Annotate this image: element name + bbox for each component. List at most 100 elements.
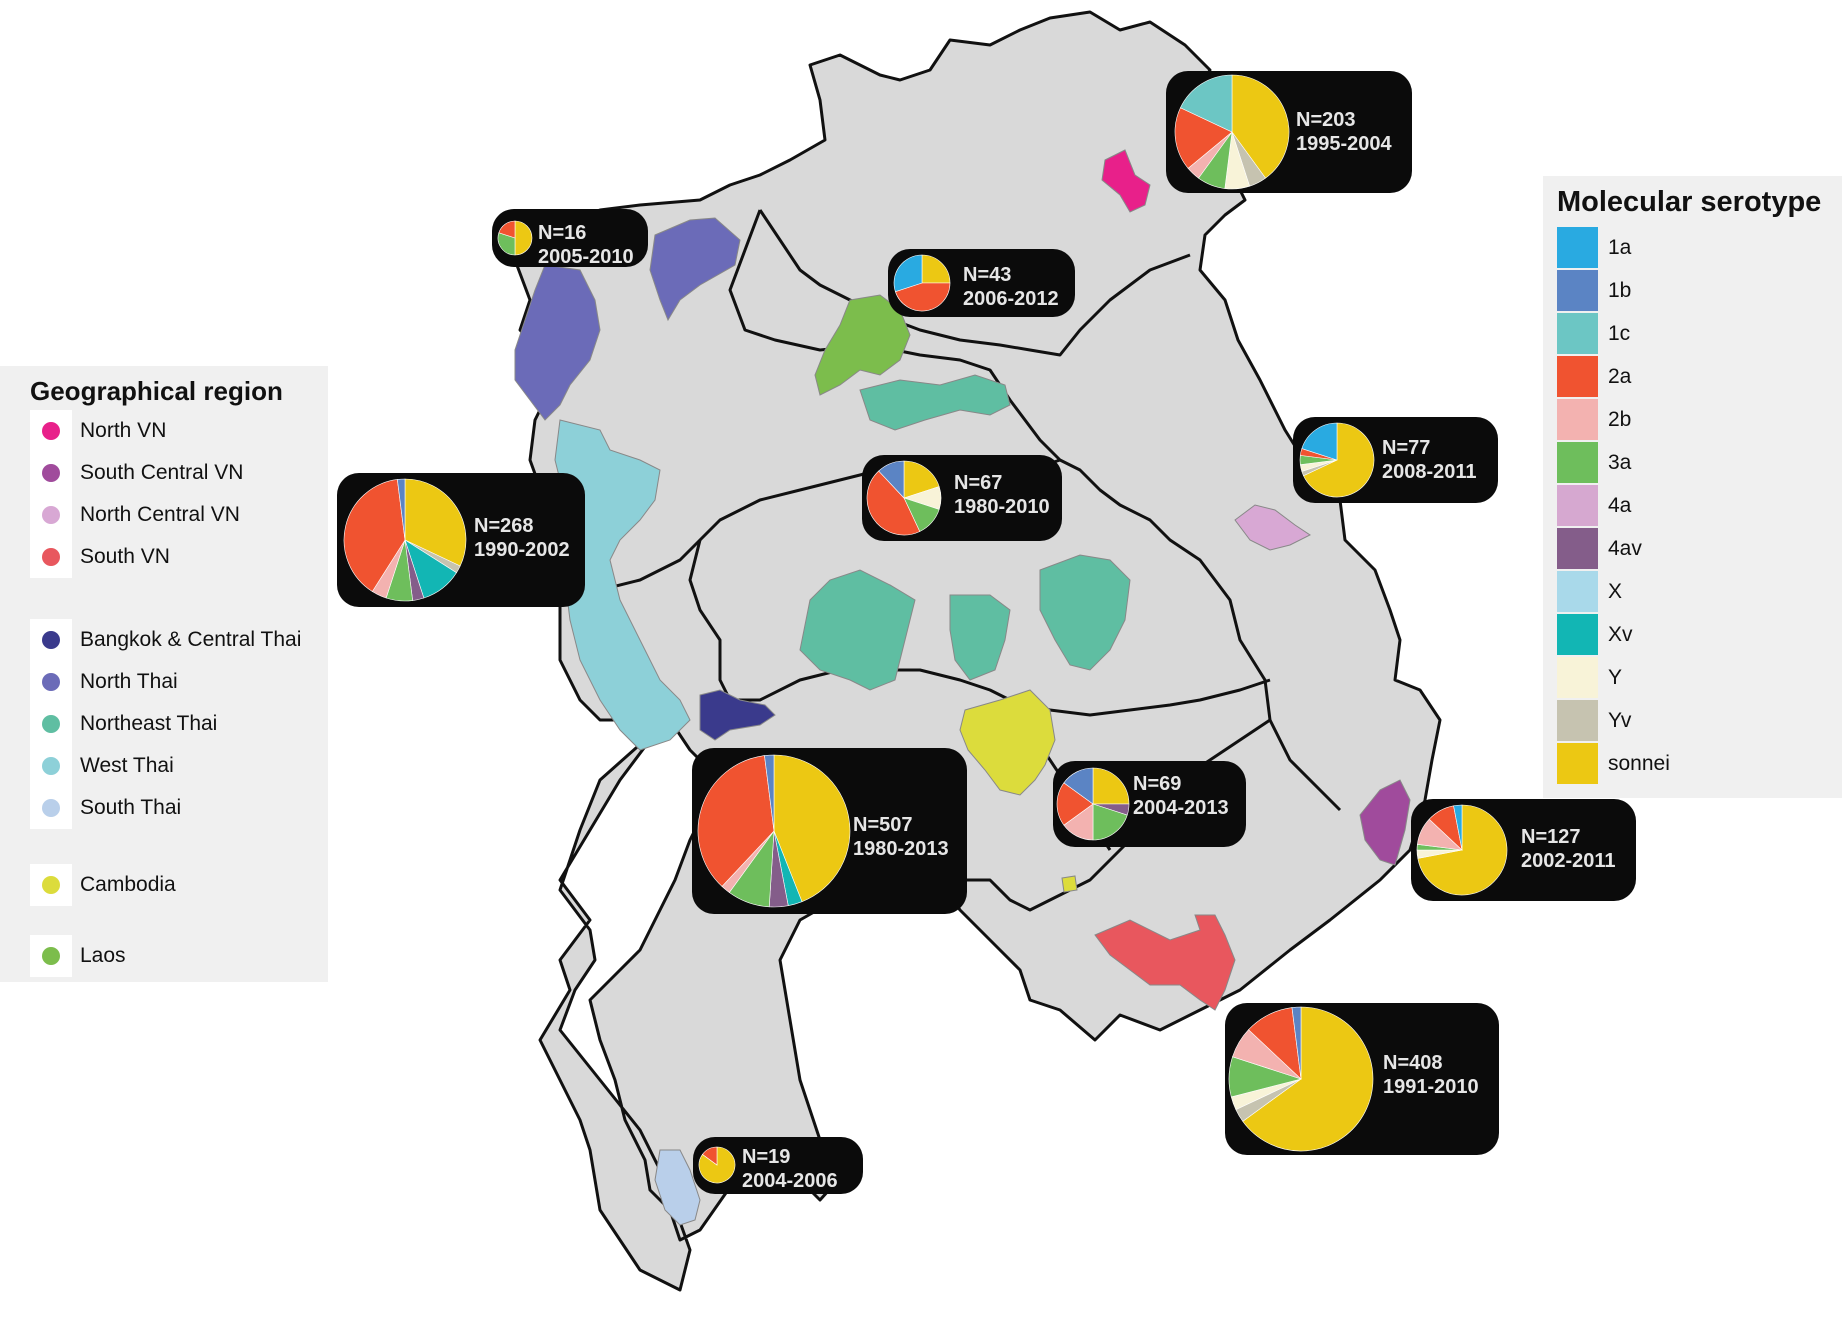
pie-slice-1c [1180, 74, 1233, 133]
serotype-pie [1299, 422, 1375, 498]
serotype-pie [343, 478, 467, 602]
site-box: N=268 1990-2002 [337, 473, 585, 607]
serotype-legend-item: sonnei [1557, 742, 1670, 785]
geo-legend-item: Northeast Thai [30, 703, 320, 745]
pie-slice-sonnei [903, 460, 940, 499]
serotype-legend-item: Yv [1557, 699, 1631, 742]
pie-slice-1a [893, 254, 923, 293]
serotype-legend-item: 3a [1557, 441, 1631, 484]
north-central-vn-dot [42, 506, 60, 524]
serotype-legend-item: Y [1557, 656, 1622, 699]
serotype-legend-item: 1a [1557, 226, 1631, 269]
site-box: N=16 2005-2010 [492, 209, 648, 268]
pie-slice-1b [878, 460, 905, 499]
site-years: 1990-2002 [474, 538, 570, 561]
serotype-legend-item: 4av [1557, 527, 1642, 570]
pie-slice-sonnei [773, 754, 851, 903]
geo-legend-item: Bangkok & Central Thai [30, 619, 320, 661]
region-bangkok-central-thai [699, 689, 776, 741]
pie-slice-3a [1092, 803, 1128, 841]
pie-slice-2a [702, 1146, 718, 1166]
serotype-pie [697, 754, 851, 908]
region-north-thai [649, 217, 741, 322]
serotype-legend-item: X [1557, 570, 1622, 613]
pie-slice-2a [866, 470, 921, 536]
site-box: N=43 2006-2012 [888, 249, 1075, 317]
pie-slice-1a [1301, 422, 1338, 461]
region-north-thai-2 [514, 264, 601, 421]
south-central-vn-dot [42, 464, 60, 482]
pie-slice-2a [343, 479, 406, 592]
region-northeast-thai-3 [1039, 554, 1131, 671]
serotype-legend-item: Xv [1557, 613, 1633, 656]
pie-slice-sonnei [1092, 767, 1130, 805]
pie-slice-1b [397, 478, 406, 541]
serotype-swatch [1557, 356, 1598, 397]
serotype-legend-item: 1b [1557, 269, 1631, 312]
region-northeast-thai-4 [859, 374, 1011, 431]
serotype-legend-item: 2a [1557, 355, 1631, 398]
serotype-pie [1174, 74, 1290, 190]
cambodia-dot [42, 876, 60, 894]
geo-legend-item: Cambodia [30, 864, 320, 906]
serotype-pie [1228, 1006, 1374, 1152]
geo-legend-item: South Thai [30, 787, 320, 829]
laos-dot [42, 947, 60, 965]
site-years: 1980-2010 [954, 495, 1050, 518]
geo-legend-item: West Thai [30, 745, 320, 787]
pie-slice-2a [1056, 782, 1094, 826]
serotype-swatch [1557, 528, 1598, 569]
region-cambodia [959, 689, 1056, 796]
site-box: N=507 1980-2013 [692, 748, 967, 914]
south-vn-dot [42, 548, 60, 566]
north-thai-dot [42, 673, 60, 691]
serotype-legend-item: 2b [1557, 398, 1631, 441]
serotype-swatch [1557, 227, 1598, 268]
serotype-pie [1056, 767, 1130, 841]
serotype-swatch [1557, 700, 1598, 741]
pie-slice-sonnei [1242, 1006, 1374, 1152]
site-count: N=127 [1521, 826, 1581, 848]
region-northeast-thai-2 [949, 594, 1011, 681]
serotype-legend-title: Molecular serotype [1557, 186, 1822, 218]
north-vn-dot [42, 422, 60, 440]
site-years: 2006-2012 [963, 287, 1059, 310]
region-south-vn [1094, 914, 1236, 1011]
region-north-central-vn [1234, 504, 1311, 551]
serotype-swatch [1557, 614, 1598, 655]
pie-slice-sonnei [514, 220, 533, 256]
site-count: N=43 [963, 264, 1012, 286]
region-south-thai [654, 1149, 701, 1226]
site-years: 1991-2010 [1383, 1075, 1479, 1098]
pie-slice-1b [764, 754, 775, 832]
northeast-thai-dot [42, 715, 60, 733]
pie-slice-3a [497, 232, 516, 256]
serotype-pie [893, 254, 951, 312]
south-thai-dot [42, 799, 60, 817]
site-box: N=19 2004-2006 [693, 1137, 863, 1194]
site-count: N=77 [1382, 437, 1431, 459]
geo-legend-item: North Thai [30, 661, 320, 703]
region-south-central-vn [1359, 779, 1411, 866]
molecular-serotype-legend: Molecular serotype 1a 1b 1c 2a 2b 3a 4a … [1543, 176, 1842, 798]
site-count: N=268 [474, 515, 534, 537]
serotype-swatch [1557, 657, 1598, 698]
serotype-swatch [1557, 399, 1598, 440]
geographical-region-legend: Geographical region North VN South Centr… [0, 366, 328, 982]
serotype-legend-item: 1c [1557, 312, 1630, 355]
site-count: N=19 [742, 1146, 791, 1168]
pie-slice-sonnei [921, 254, 951, 284]
pie-slice-1a [1453, 804, 1463, 851]
bangkok-central-thai-dot [42, 631, 60, 649]
site-years: 2005-2010 [538, 245, 634, 268]
geo-legend-item: Laos [30, 935, 320, 977]
serotype-pie [497, 220, 533, 256]
serotype-pie [866, 460, 942, 536]
pie-slice-sonnei [404, 478, 467, 567]
serotype-swatch [1557, 442, 1598, 483]
site-years: 2004-2013 [1133, 796, 1229, 819]
pie-slice-sonnei [1231, 74, 1290, 179]
geo-legend-item: North Central VN [30, 494, 320, 536]
serotype-swatch [1557, 571, 1598, 612]
